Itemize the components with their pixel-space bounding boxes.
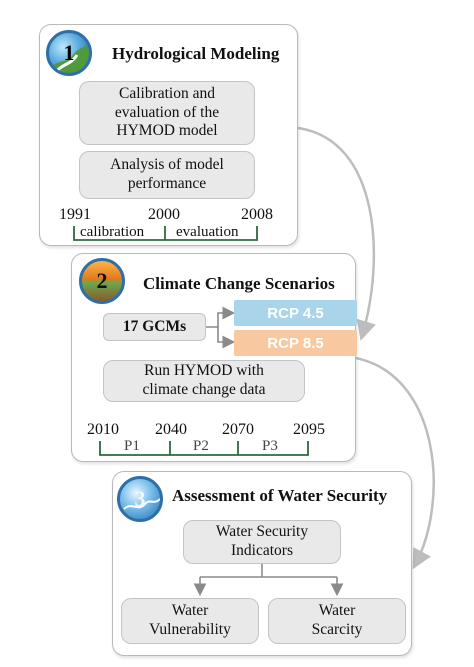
year-2010: 2010	[87, 421, 119, 438]
year-2008: 2008	[241, 206, 273, 223]
year-1991: 1991	[59, 206, 91, 223]
rcp45-badge: RCP 4.5	[234, 300, 357, 326]
section-number-3: 3	[134, 486, 146, 511]
section-title-assessment-water-security: Assessment of Water Security	[172, 486, 388, 505]
section-title-climate-change-scenarios: Climate Change Scenarios	[143, 274, 335, 293]
water-scarcity-box: Water Scarcity	[268, 598, 406, 644]
run-hymod-box: Run HYMOD with climate change data	[103, 360, 305, 402]
section-number-1: 1	[63, 40, 75, 65]
period-p3: P3	[262, 438, 278, 454]
hydrology-icon: 1	[46, 30, 92, 76]
water-security-indicators-box: Water Security Indicators	[183, 520, 341, 564]
calibration-evaluation-box: Calibration and evaluation of the HYMOD …	[79, 81, 255, 145]
analysis-performance-box: Analysis of model performance	[79, 151, 255, 199]
year-2070: 2070	[222, 421, 254, 438]
year-2000: 2000	[148, 206, 180, 223]
period-calibration: calibration	[80, 224, 145, 240]
year-2095: 2095	[293, 421, 325, 438]
water-drop-icon: 3	[117, 476, 163, 522]
year-2040: 2040	[155, 421, 187, 438]
water-vulnerability-box: Water Vulnerability	[121, 598, 259, 644]
period-p2: P2	[193, 438, 209, 454]
section-title-hydrological-modeling: Hydrological Modeling	[112, 44, 280, 63]
rcp85-badge: RCP 8.5	[234, 330, 357, 356]
section-number-2: 2	[96, 268, 108, 293]
gcms-box: 17 GCMs	[103, 313, 206, 341]
climate-icon: 2	[79, 258, 125, 304]
period-p1: P1	[124, 438, 140, 454]
period-evaluation: evaluation	[176, 224, 239, 240]
